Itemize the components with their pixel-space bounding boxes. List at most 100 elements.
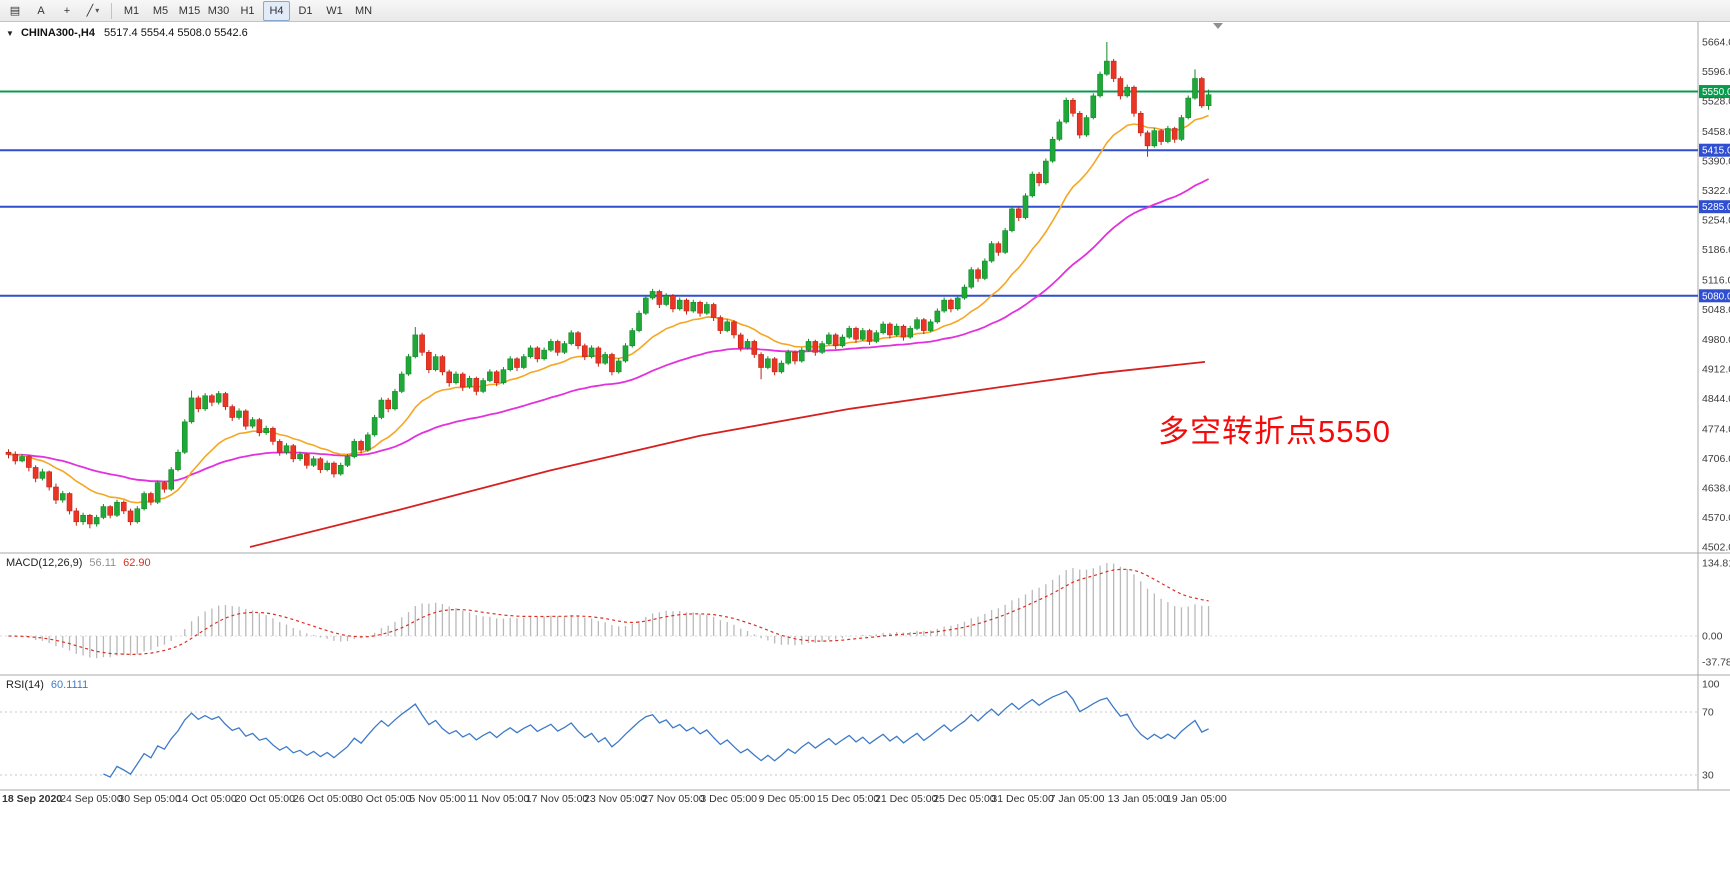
timeframe-w1-button[interactable]: W1 — [326, 4, 343, 17]
ma-fast-line[interactable] — [8, 114, 1209, 504]
candle-body — [1117, 78, 1124, 97]
candle-body — [487, 371, 493, 381]
candle-body — [514, 358, 520, 368]
time-label: 5 Nov 05:00 — [409, 793, 467, 805]
timeframe-m1-button[interactable]: M1 — [123, 4, 140, 17]
candle-body — [175, 451, 181, 470]
timeframe-h4-button[interactable]: H4 — [263, 0, 290, 21]
chart-shift-marker-icon[interactable] — [1213, 23, 1223, 29]
charts-tool-button[interactable]: ▤ — [3, 1, 27, 21]
ma-medium-line[interactable] — [8, 178, 1210, 483]
price-tag-5285 — [1699, 200, 1730, 214]
candle-body — [663, 295, 669, 305]
ma-slow-line[interactable] — [249, 361, 1206, 548]
ma-medium-line[interactable] — [8, 178, 1210, 483]
price-axis[interactable]: 5664.0 5596.0 5528.0 5458.0 5390.0 5322.0 5254… — [1702, 37, 1730, 554]
timeframe-d1-button[interactable]: D1 — [298, 4, 313, 17]
candle-body — [636, 312, 642, 331]
candle-body — [765, 358, 771, 368]
ma-slow[interactable] — [249, 361, 1206, 548]
timeframe-m15-button[interactable]: M15 — [178, 4, 201, 17]
time-label: 20 Oct 05:00 — [234, 793, 295, 805]
line-studies-tool-button[interactable]: ╱ ▾ — [81, 1, 105, 21]
candle-body — [297, 454, 303, 460]
time-label: 18 Sep 2020 — [2, 793, 63, 805]
candle-body — [439, 356, 446, 373]
candle-body — [568, 332, 575, 344]
price-axis-label: 5596.0 — [1702, 66, 1730, 78]
macd-panel[interactable]: 134.81 0.00 -37.78 — [0, 558, 1730, 669]
candle-body — [581, 345, 588, 357]
charts-tool-icon: ▤ — [9, 5, 21, 17]
candle-body — [453, 373, 459, 384]
price-tag-text: 5285.0 — [1702, 202, 1730, 213]
candle-body — [202, 395, 208, 410]
candle-body — [697, 302, 703, 314]
candle-body — [724, 321, 730, 331]
candle-body — [656, 291, 663, 305]
candle-body — [1171, 128, 1178, 140]
candle-body — [215, 393, 222, 403]
candle-body — [480, 380, 486, 392]
rsi-panel[interactable]: 100 70 30 — [0, 679, 1720, 782]
ma-fast-line[interactable] — [8, 114, 1209, 504]
candle-body — [954, 297, 961, 310]
candle-body — [561, 343, 568, 353]
candle-body — [880, 323, 886, 334]
candle-body — [1165, 128, 1171, 142]
candle-body — [1043, 160, 1049, 184]
candle-body — [344, 456, 351, 466]
candle-body — [900, 325, 907, 338]
candle-body — [1036, 173, 1042, 184]
macd-scale-label: -37.78 — [1702, 657, 1730, 669]
candle-body — [134, 508, 141, 523]
annotation-text[interactable]: 多空转折点5550 — [1158, 414, 1391, 449]
time-label: 23 Nov 05:00 — [584, 793, 647, 805]
candle-body — [548, 341, 554, 351]
candle-body — [93, 517, 100, 525]
rsi-value: 60.1111 — [50, 679, 89, 691]
time-label: 3 Dec 05:00 — [700, 793, 758, 805]
horizontal-lines[interactable]: 5550.0 5415.0 5285.0 5080.0 — [0, 85, 1730, 303]
text-tool-button[interactable]: A — [29, 1, 53, 21]
time-axis[interactable]: 18 Sep 2020 24 Sep 05:00 30 Sep 05:00 14 Oc… — [0, 793, 1730, 809]
candle-body — [243, 410, 249, 427]
price-axis-label: 5322.0 — [1702, 185, 1730, 197]
price-tag-text: 5415.0 — [1702, 146, 1730, 157]
candle-body — [493, 371, 500, 384]
macd-signal-line — [8, 568, 1209, 655]
candle-body — [188, 397, 195, 423]
candle-body — [995, 243, 1002, 253]
time-label: 21 Dec 05:00 — [875, 793, 938, 805]
rsi-scale-label: 30 — [1702, 770, 1714, 782]
candle-body — [1002, 230, 1008, 253]
candle-body — [575, 332, 581, 347]
candle-body — [1076, 112, 1083, 136]
timeframe-m5-button[interactable]: M5 — [152, 4, 169, 17]
candle-body — [148, 493, 154, 503]
macd-signal-value: 62.90 — [123, 557, 151, 569]
timeframe-h1-button[interactable]: H1 — [240, 4, 255, 17]
price-axis-label: 4570.0 — [1702, 512, 1730, 524]
candle-body — [46, 471, 52, 488]
shift-marker[interactable] — [1213, 23, 1223, 29]
timeframe-mn-button[interactable]: MN — [354, 4, 373, 17]
candle-body — [527, 347, 534, 357]
candle-body — [459, 373, 466, 388]
candle-body — [304, 454, 310, 466]
candle-body — [270, 428, 276, 442]
candle-body — [778, 362, 785, 373]
candle-body — [717, 317, 724, 331]
candle-body — [385, 399, 391, 410]
rsi-name: RSI(14) — [6, 679, 44, 691]
candle-body — [290, 445, 297, 460]
candle-body — [798, 349, 805, 362]
chart-ohlc-header: ▼ CHINA300-,H4 5517.4 5554.4 5508.0 5542… — [6, 27, 248, 39]
time-label: 24 Sep 05:00 — [60, 793, 123, 805]
ohlc-expander-icon[interactable]: ▼ — [6, 29, 14, 38]
crosshair-tool-button[interactable]: + — [55, 1, 79, 21]
price-axis-label: 5116.0 — [1702, 275, 1730, 287]
candle-body — [209, 395, 215, 403]
candle-body — [1205, 94, 1212, 107]
timeframe-m30-button[interactable]: M30 — [207, 4, 230, 17]
